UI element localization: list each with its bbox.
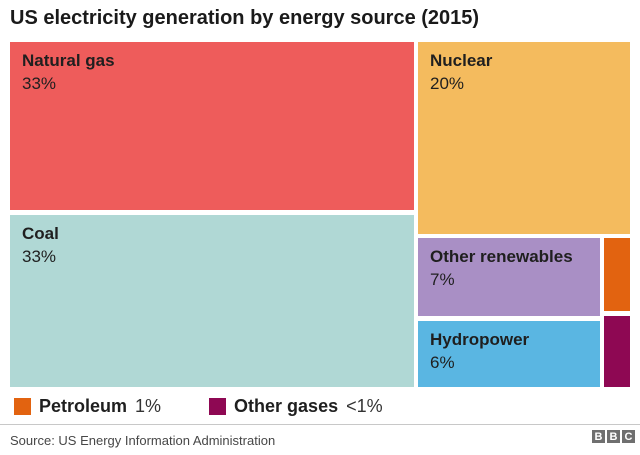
treemap-tile-hydropower: Hydropower 6%: [418, 321, 600, 387]
tile-value: 33%: [22, 74, 57, 94]
other-gases-swatch-icon: [209, 397, 227, 415]
tile-value: 20%: [430, 74, 465, 94]
tile-label: Nuclear: [430, 51, 493, 70]
treemap-tile-petroleum: [604, 238, 630, 311]
footer-divider: [0, 424, 640, 425]
tile-label: Natural gas: [22, 51, 115, 70]
treemap-tile-natural-gas: Natural gas 33%: [10, 42, 414, 210]
legend-label: Petroleum: [39, 395, 128, 416]
bbc-logo-letter: C: [622, 430, 635, 443]
treemap: Natural gas 33% Coal 33% Nuclear 20% Oth…: [10, 42, 630, 387]
treemap-tile-coal: Coal 33%: [10, 215, 414, 387]
legend-value: 1%: [135, 395, 162, 416]
tile-label: Other renewables: [430, 247, 573, 266]
treemap-tile-other-gases: [604, 316, 630, 387]
treemap-tile-other-renewables: Other renewables 7%: [418, 238, 600, 316]
tile-label: Hydropower: [430, 330, 530, 349]
legend: Petroleum 1% Other gases <1%: [14, 395, 383, 417]
petroleum-swatch-icon: [14, 397, 31, 415]
source-attribution: Source: US Energy Information Administra…: [10, 433, 276, 448]
tile-value: 33%: [22, 247, 57, 267]
bbc-logo-letter: B: [607, 430, 620, 443]
bbc-logo-letter: B: [592, 430, 605, 443]
legend-label: Other gases: [234, 395, 339, 416]
bbc-logo: B B C: [592, 430, 635, 443]
legend-value: <1%: [346, 395, 383, 416]
tile-value: 7%: [430, 270, 455, 290]
treemap-tile-nuclear: Nuclear 20%: [418, 42, 630, 234]
legend-item-petroleum: Petroleum 1%: [14, 396, 161, 417]
page-title: US electricity generation by energy sour…: [10, 7, 480, 29]
legend-item-other-gases: Other gases <1%: [209, 396, 383, 417]
tile-value: 6%: [430, 353, 455, 373]
tile-label: Coal: [22, 224, 59, 243]
